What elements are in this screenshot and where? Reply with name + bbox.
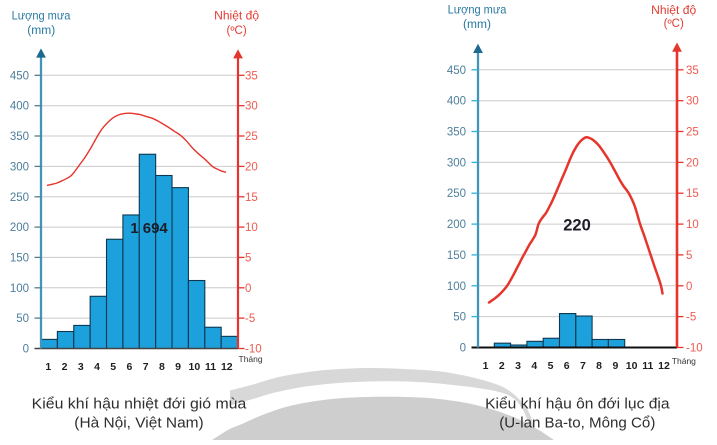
svg-text:Tháng: Tháng (672, 356, 696, 366)
svg-text:350: 350 (447, 127, 466, 139)
svg-text:300: 300 (10, 161, 29, 173)
svg-text:Lượng mưa: Lượng mưa (12, 9, 71, 23)
svg-text:11: 11 (205, 361, 216, 373)
svg-text:3: 3 (515, 360, 521, 372)
svg-text:-5: -5 (245, 313, 255, 325)
svg-text:450: 450 (10, 70, 29, 82)
svg-text:4: 4 (531, 360, 537, 372)
svg-text:450: 450 (447, 65, 466, 77)
svg-text:(Hà Nội, Việt Nam): (Hà Nội, Việt Nam) (74, 415, 203, 432)
svg-text:250: 250 (447, 188, 466, 200)
svg-text:200: 200 (447, 219, 466, 231)
svg-text:Kiểu khí hậu nhiệt đới gió mùa: Kiểu khí hậu nhiệt đới gió mùa (32, 396, 247, 413)
svg-text:25: 25 (245, 131, 258, 143)
svg-text:220: 220 (563, 216, 591, 234)
svg-text:5: 5 (548, 360, 554, 372)
svg-text:(mm): (mm) (27, 25, 55, 37)
svg-text:100: 100 (447, 281, 466, 293)
svg-text:150: 150 (10, 252, 29, 264)
svg-text:50: 50 (16, 313, 29, 325)
svg-text:Lượng mưa: Lượng mưa (448, 2, 507, 16)
svg-text:10: 10 (626, 360, 638, 372)
svg-text:35: 35 (686, 65, 699, 77)
svg-text:10: 10 (245, 222, 258, 234)
svg-text:0: 0 (460, 343, 466, 355)
svg-text:8: 8 (596, 360, 602, 372)
svg-text:50: 50 (453, 312, 466, 324)
svg-text:6: 6 (564, 360, 570, 372)
svg-text:20: 20 (686, 157, 699, 169)
svg-text:12: 12 (658, 360, 670, 372)
svg-text:10: 10 (686, 219, 699, 231)
svg-text:Kiểu khí hậu ôn đới lục địa: Kiểu khí hậu ôn đới lục địa (485, 396, 670, 413)
svg-text:10: 10 (189, 361, 201, 373)
svg-text:-10: -10 (686, 343, 703, 355)
svg-text:(mm): (mm) (463, 19, 491, 31)
svg-text:30: 30 (686, 96, 699, 108)
svg-text:200: 200 (10, 222, 29, 234)
svg-text:1: 1 (483, 360, 489, 372)
svg-text:-10: -10 (245, 344, 262, 356)
svg-text:1: 1 (45, 361, 51, 373)
svg-text:0: 0 (686, 281, 692, 293)
svg-text:15: 15 (686, 188, 699, 200)
svg-text:0: 0 (245, 283, 251, 295)
svg-text:5: 5 (110, 361, 116, 373)
svg-text:1 694: 1 694 (130, 220, 168, 237)
svg-text:9: 9 (612, 360, 618, 372)
svg-text:150: 150 (447, 250, 466, 262)
svg-text:(ºC): (ºC) (664, 18, 684, 30)
svg-text:100: 100 (10, 283, 29, 295)
svg-text:20: 20 (245, 161, 258, 173)
svg-text:25: 25 (686, 127, 699, 139)
svg-text:0: 0 (23, 344, 29, 356)
svg-text:400: 400 (447, 96, 466, 108)
svg-text:2: 2 (499, 360, 505, 372)
svg-text:300: 300 (447, 157, 466, 169)
svg-text:Nhiệt độ: Nhiệt độ (651, 5, 696, 17)
svg-text:Tháng: Tháng (239, 354, 263, 364)
svg-text:30: 30 (245, 101, 258, 113)
svg-text:35: 35 (245, 70, 258, 82)
svg-text:350: 350 (10, 131, 29, 143)
svg-text:3: 3 (78, 361, 84, 373)
svg-text:-5: -5 (686, 312, 696, 324)
svg-text:11: 11 (642, 360, 653, 372)
svg-text:9: 9 (175, 361, 181, 373)
svg-text:7: 7 (580, 360, 586, 372)
svg-text:6: 6 (126, 361, 132, 373)
svg-text:(ºC): (ºC) (227, 25, 247, 37)
svg-text:5: 5 (245, 252, 251, 264)
svg-text:8: 8 (159, 361, 165, 373)
svg-text:7: 7 (143, 361, 149, 373)
svg-text:400: 400 (10, 101, 29, 113)
svg-text:4: 4 (94, 361, 100, 373)
svg-text:(U-lan Ba-to, Mông Cổ): (U-lan Ba-to, Mông Cổ) (499, 415, 655, 432)
svg-text:5: 5 (686, 250, 692, 262)
svg-text:12: 12 (221, 361, 233, 373)
svg-text:Nhiệt độ: Nhiệt độ (214, 11, 259, 23)
svg-text:15: 15 (245, 192, 258, 204)
svg-text:2: 2 (62, 361, 68, 373)
svg-text:250: 250 (10, 192, 29, 204)
